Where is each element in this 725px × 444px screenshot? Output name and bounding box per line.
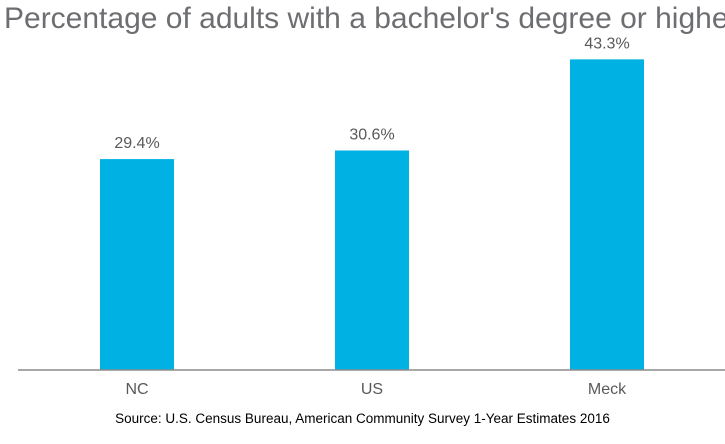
labels-layer: 29.4% NC 30.6% US 43.3% Meck: [114, 35, 629, 398]
chart-title: Percentage of adults with a bachelor's d…: [4, 2, 725, 35]
bars-layer: [100, 59, 644, 370]
x-tick-label-us: US: [361, 381, 383, 398]
value-label-nc: 29.4%: [114, 135, 159, 152]
bar-meck: [570, 59, 644, 370]
value-label-us: 30.6%: [349, 126, 394, 143]
source-note: Source: U.S. Census Bureau, American Com…: [115, 411, 610, 426]
x-tick-label-nc: NC: [125, 381, 148, 398]
x-tick-label-meck: Meck: [588, 381, 627, 398]
bar-nc: [100, 159, 174, 370]
value-label-meck: 43.3%: [584, 35, 629, 52]
bar-us: [335, 150, 409, 370]
